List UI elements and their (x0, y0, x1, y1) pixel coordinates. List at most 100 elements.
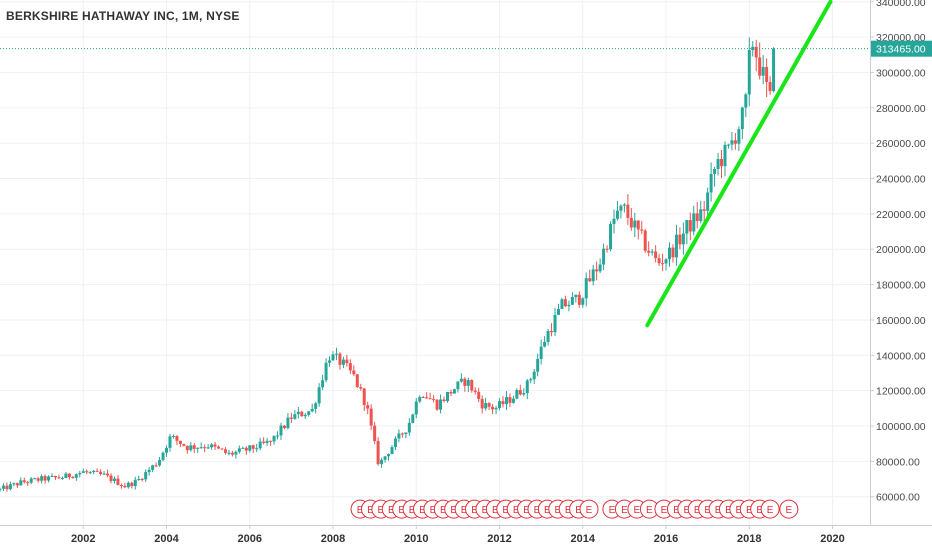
candle-up[interactable] (81, 471, 85, 473)
candle-up[interactable] (536, 358, 540, 372)
candle-down[interactable] (588, 278, 592, 282)
candle-up[interactable] (692, 213, 696, 232)
candle-up[interactable] (650, 251, 654, 253)
candle-up[interactable] (196, 447, 200, 449)
candle-down[interactable] (647, 250, 651, 253)
candle-up[interactable] (553, 314, 557, 333)
candle-down[interactable] (269, 440, 273, 442)
candle-up[interactable] (567, 304, 571, 307)
candle-down[interactable] (251, 445, 255, 449)
last-price-badge[interactable]: 313465.00 (871, 40, 932, 57)
candle-up[interactable] (248, 445, 252, 451)
candle-up[interactable] (387, 454, 391, 457)
candle-down[interactable] (487, 403, 491, 407)
candle-up[interactable] (591, 269, 595, 282)
candle-up[interactable] (747, 50, 751, 95)
candle-up[interactable] (539, 346, 543, 359)
candle-up[interactable] (276, 435, 280, 437)
candle-down[interactable] (22, 480, 26, 483)
candle-up[interactable] (78, 472, 82, 475)
candle-down[interactable] (595, 269, 599, 272)
candle-up[interactable] (165, 447, 169, 453)
candle-down[interactable] (116, 478, 120, 486)
candle-up[interactable] (296, 411, 300, 415)
candle-up[interactable] (40, 476, 44, 481)
candle-up[interactable] (60, 478, 64, 480)
candle-up[interactable] (151, 465, 155, 470)
candle-up[interactable] (418, 397, 422, 402)
candle-up[interactable] (445, 392, 449, 402)
candle-down[interactable] (300, 411, 304, 417)
candle-up[interactable] (709, 173, 713, 193)
candle-down[interactable] (178, 440, 182, 445)
candle-up[interactable] (466, 380, 470, 386)
candle-down[interactable] (678, 234, 682, 245)
candle-up[interactable] (723, 144, 727, 167)
candle-up[interactable] (570, 297, 574, 305)
candle-up[interactable] (716, 159, 720, 170)
candle-up[interactable] (317, 387, 321, 404)
candle-down[interactable] (688, 220, 692, 232)
candle-down[interactable] (109, 475, 113, 481)
candle-down[interactable] (85, 471, 89, 473)
earnings-marker[interactable]: E (779, 499, 799, 519)
candle-up[interactable] (237, 448, 241, 452)
candle-up[interactable] (390, 447, 394, 455)
candle-up[interactable] (310, 408, 314, 412)
candle-up[interactable] (504, 397, 508, 405)
candle-down[interactable] (369, 408, 373, 426)
candle-up[interactable] (439, 399, 443, 410)
candle-down[interactable] (5, 485, 9, 490)
candle-up[interactable] (674, 234, 678, 258)
candle-up[interactable] (699, 209, 703, 222)
candle-down[interactable] (244, 447, 248, 451)
candle-up[interactable] (126, 482, 130, 488)
candle-down[interactable] (282, 425, 286, 429)
candle-up[interactable] (314, 403, 318, 409)
candle-up[interactable] (525, 380, 529, 394)
candle-down[interactable] (442, 399, 446, 402)
candle-down[interactable] (140, 478, 144, 480)
candle-down[interactable] (473, 390, 477, 392)
candle-up[interactable] (511, 398, 515, 403)
earnings-marker[interactable]: E (760, 499, 780, 519)
candle-up[interactable] (158, 459, 162, 466)
candle-down[interactable] (71, 477, 75, 479)
candle-down[interactable] (26, 482, 30, 484)
candle-up[interactable] (321, 380, 325, 388)
candle-down[interactable] (220, 448, 224, 450)
candle-up[interactable] (380, 459, 384, 465)
candle-up[interactable] (529, 379, 533, 381)
candle-down[interactable] (626, 204, 630, 218)
candle-up[interactable] (29, 478, 33, 483)
candle-down[interactable] (428, 398, 432, 400)
candle-up[interactable] (494, 408, 498, 410)
candle-up[interactable] (664, 259, 668, 264)
candle-up[interactable] (407, 422, 411, 433)
candle-down[interactable] (733, 140, 737, 144)
candle-down[interactable] (640, 229, 644, 231)
candle-down[interactable] (345, 359, 349, 364)
candle-down[interactable] (605, 248, 609, 250)
candle-down[interactable] (352, 370, 356, 375)
candle-down[interactable] (518, 390, 522, 395)
candle-up[interactable] (619, 205, 623, 211)
candle-up[interactable] (459, 378, 463, 382)
candle-up[interactable] (633, 220, 637, 228)
candle-up[interactable] (102, 473, 106, 475)
candle-down[interactable] (43, 476, 47, 481)
candle-up[interactable] (612, 218, 616, 224)
candle-down[interactable] (54, 475, 58, 478)
candle-down[interactable] (130, 482, 134, 487)
candle-down[interactable] (182, 444, 186, 446)
candle-up[interactable] (293, 414, 297, 419)
candle-up[interactable] (241, 447, 245, 449)
candle-down[interactable] (362, 388, 366, 406)
candle-up[interactable] (272, 435, 276, 442)
candle-up[interactable] (0, 488, 2, 490)
candle-down[interactable] (480, 398, 484, 409)
candle-down[interactable] (501, 401, 505, 405)
candle-up[interactable] (171, 435, 175, 437)
candle-up[interactable] (397, 433, 401, 439)
candle-down[interactable] (671, 247, 675, 258)
